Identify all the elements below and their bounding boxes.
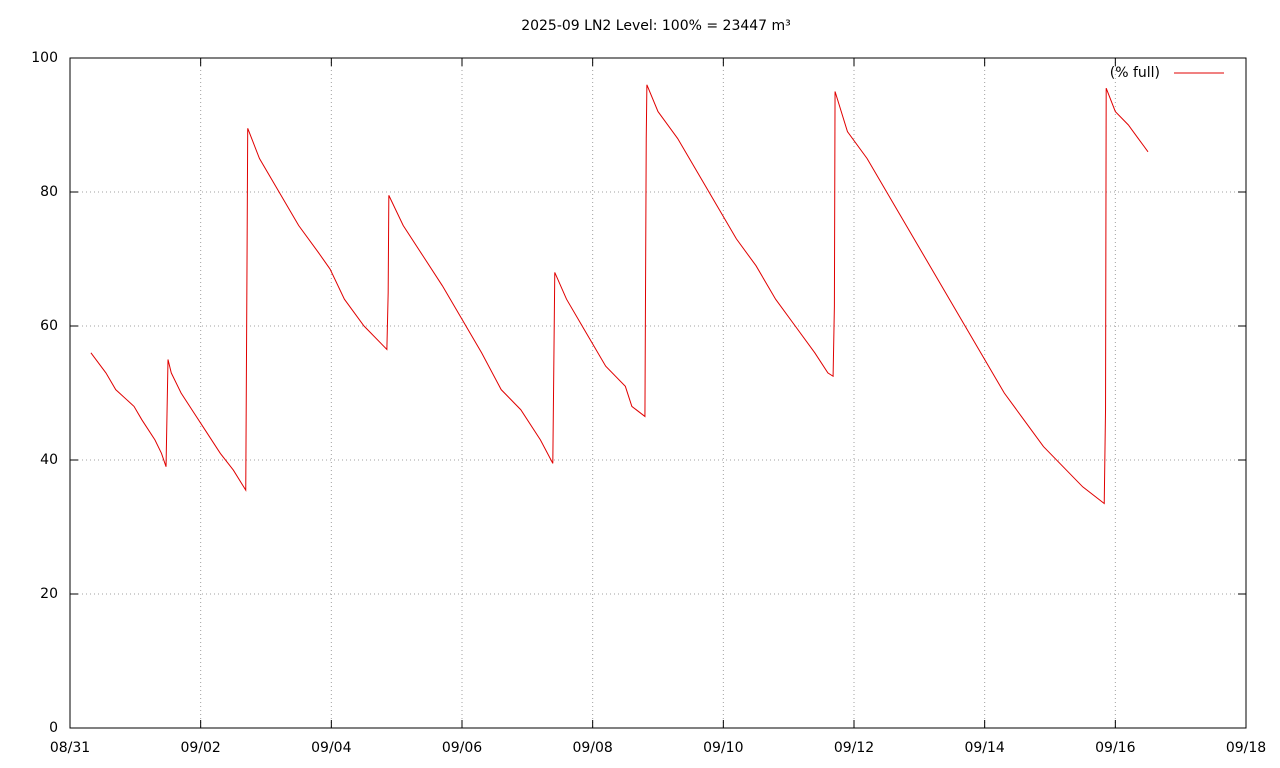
x-tick-label: 09/14: [964, 740, 1004, 756]
x-tick-label: 09/18: [1226, 740, 1266, 756]
data-line: [90, 84, 1149, 505]
y-tick-label: 40: [40, 452, 58, 468]
y-tick-label: 0: [49, 720, 58, 736]
x-tick-label: 09/12: [834, 740, 874, 756]
y-tick-label: 20: [40, 586, 58, 602]
y-tick-label: 80: [40, 184, 58, 200]
x-tick-label: 09/04: [311, 740, 351, 756]
y-tick-label: 60: [40, 318, 58, 334]
x-tick-label: 08/31: [50, 740, 90, 756]
y-tick-label: 100: [31, 50, 58, 66]
legend-label: (% full): [1110, 65, 1160, 81]
x-tick-label: 09/16: [1095, 740, 1135, 756]
chart-title: 2025-09 LN2 Level: 100% = 23447 m³: [521, 18, 791, 34]
x-tick-label: 09/06: [442, 740, 482, 756]
x-tick-label: 09/10: [703, 740, 743, 756]
x-tick-label: 09/08: [572, 740, 612, 756]
x-tick-label: 09/02: [180, 740, 220, 756]
plot-border: [69, 57, 1247, 729]
